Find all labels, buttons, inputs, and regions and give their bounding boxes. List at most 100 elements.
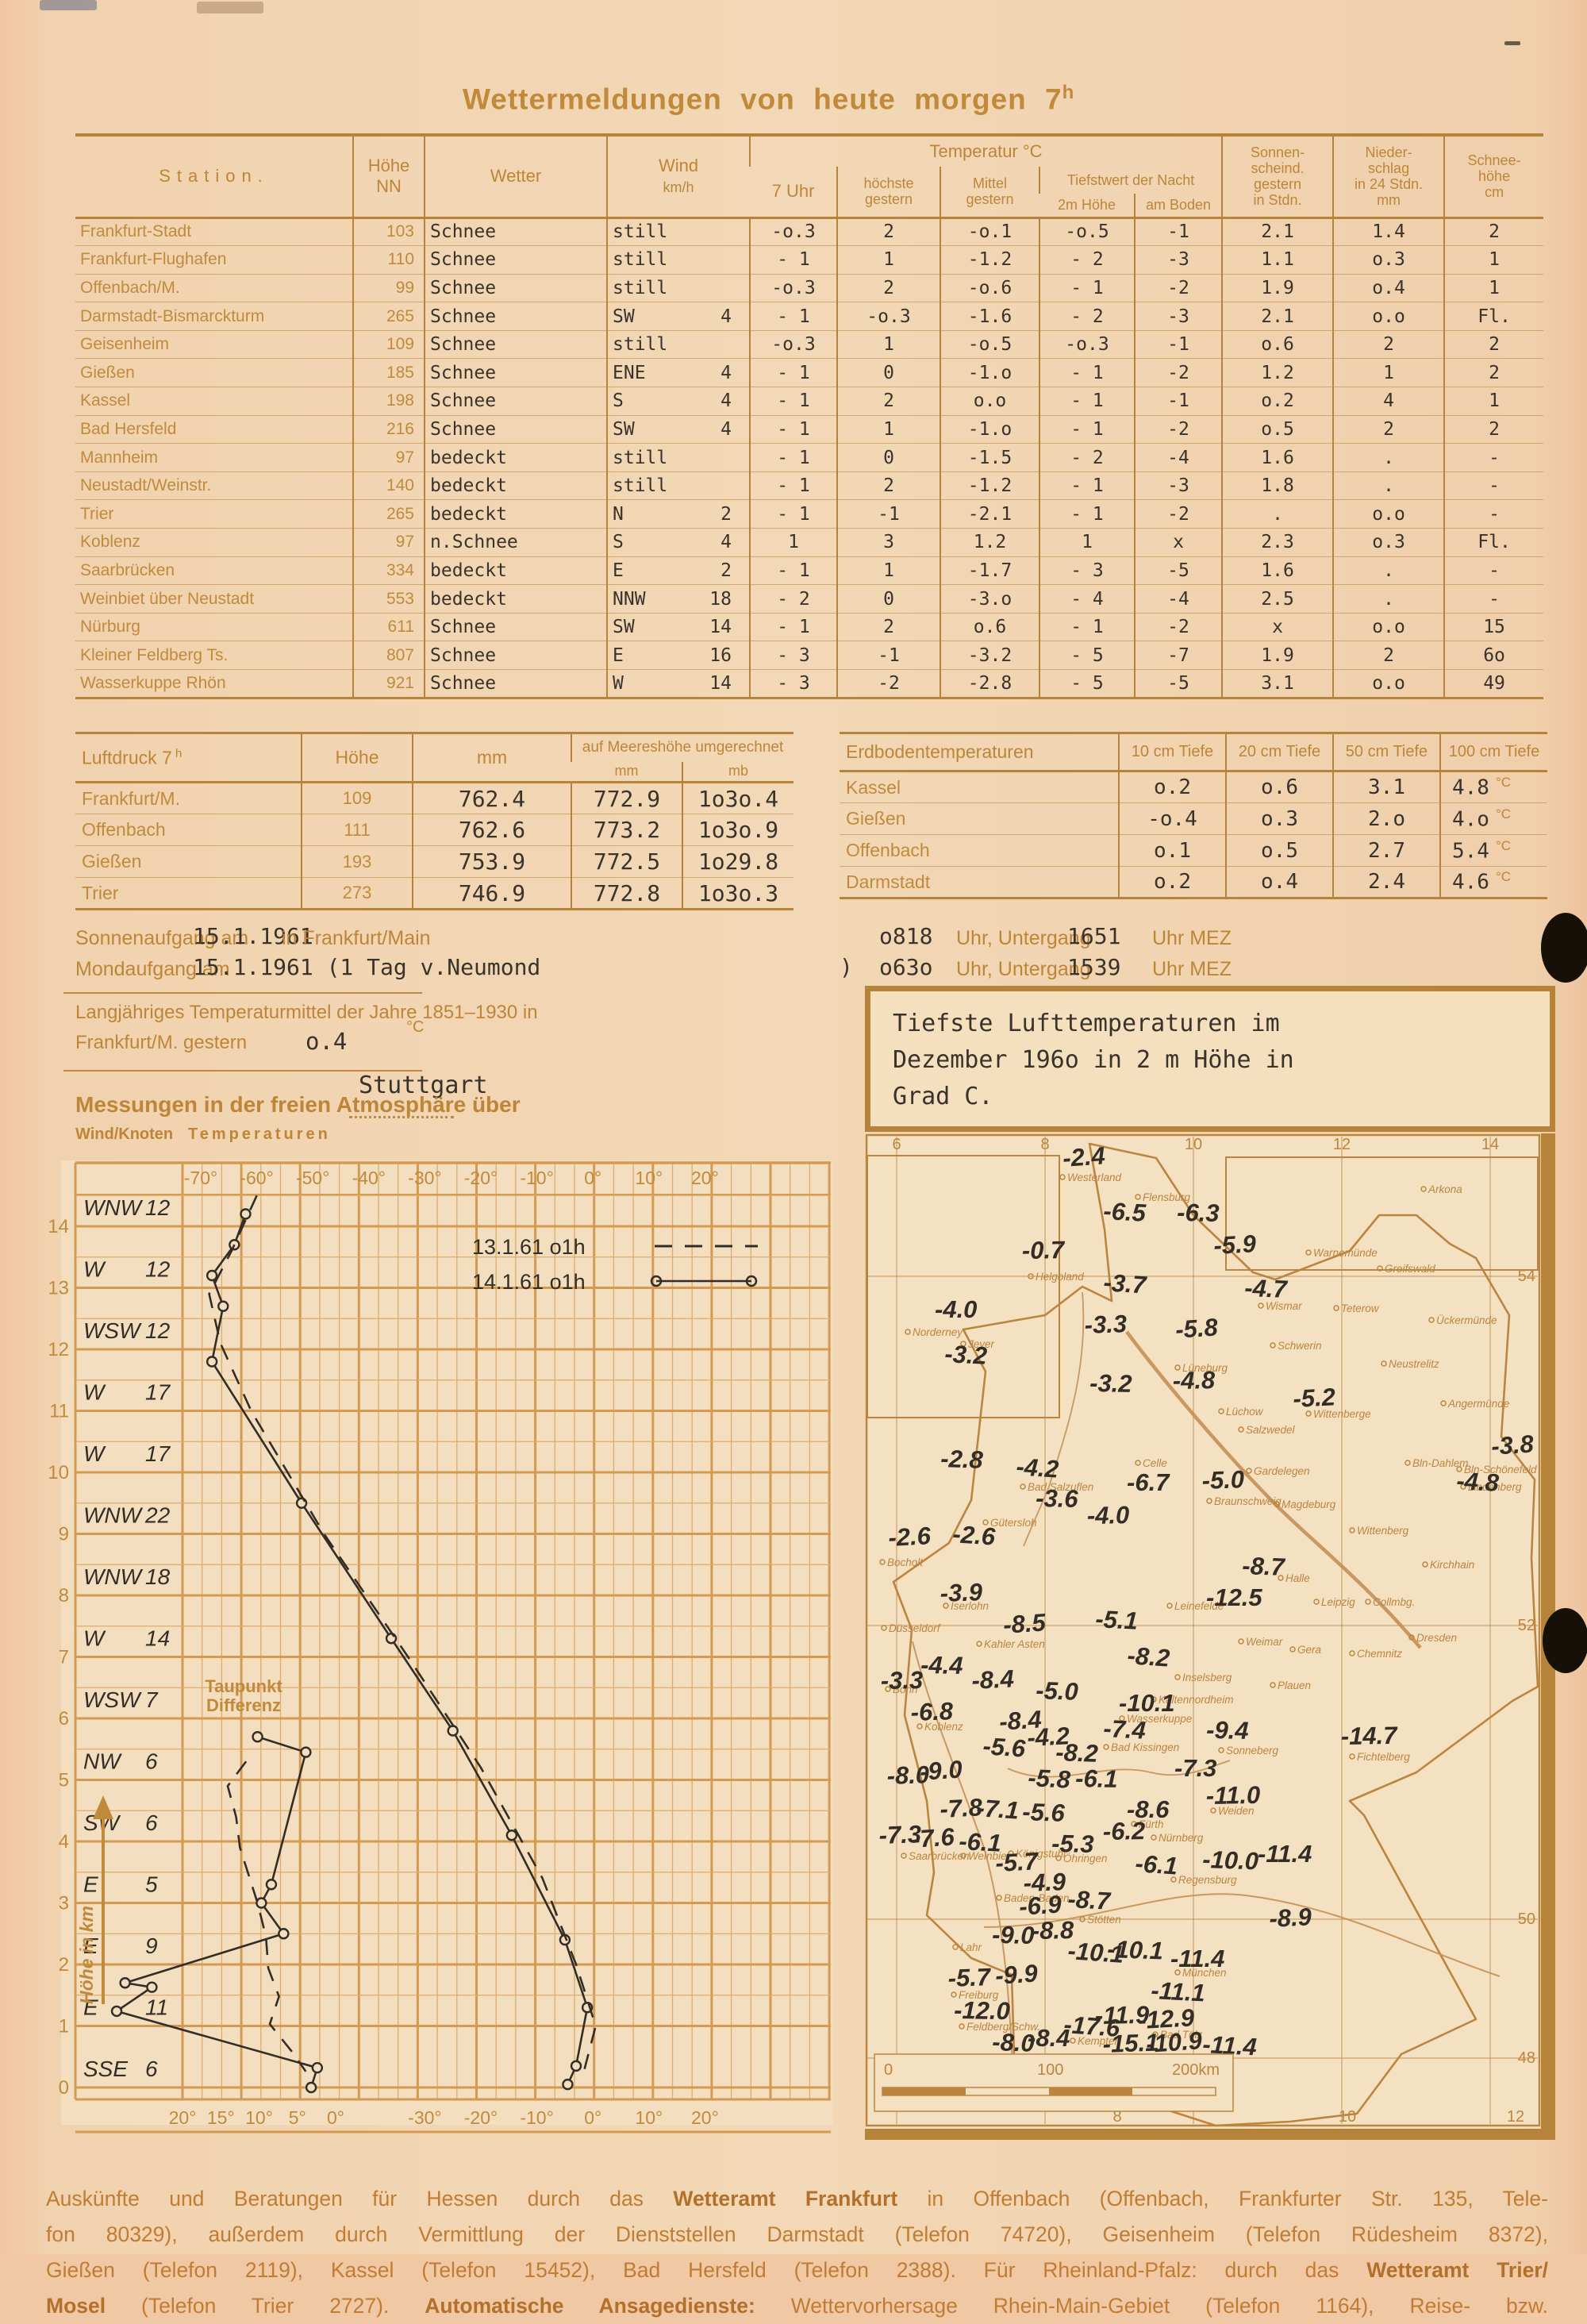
x-axis-tick-top: -70° xyxy=(184,1168,217,1188)
map-title-line: Tiefste Lufttemperaturen im xyxy=(893,1010,1280,1037)
scale-label: 100 xyxy=(1037,2061,1063,2079)
city-dot xyxy=(1028,1273,1034,1279)
x-axis-tick-top: 10° xyxy=(635,1168,663,1188)
station-elevation: 109 xyxy=(352,330,425,359)
pressure-sea-mm: 772.5 xyxy=(571,845,682,878)
scan-mark xyxy=(1504,41,1520,45)
map-temp-value: -2.4 xyxy=(1062,1141,1106,1172)
temp-value: - 1 xyxy=(749,556,837,585)
y-axis-km-label: 7 xyxy=(59,1647,69,1668)
x-axis-tick-top: -10° xyxy=(520,1168,553,1188)
map-temp-value: -11.4 xyxy=(1170,1945,1224,1972)
city-label: Feldberg/Schw. xyxy=(966,2021,1040,2033)
map-temp-value: -8.9 xyxy=(1269,1903,1313,1933)
temp-value: - 3 xyxy=(1039,556,1135,585)
temp-value: -o.3 xyxy=(836,302,940,331)
sunrise-time: o818 xyxy=(879,923,933,949)
wind-value: SW 4 xyxy=(606,302,750,331)
city-dot xyxy=(976,1641,982,1647)
city-dot xyxy=(1349,1753,1355,1760)
legend-label: 13.1.61 o1h xyxy=(472,1235,586,1259)
data-point-marker xyxy=(311,2061,324,2074)
wind-value: ENE 4 xyxy=(606,358,750,387)
station-name: Trier xyxy=(80,504,114,523)
col-header-schneehoehe: Schnee-höhe cm xyxy=(1443,135,1544,217)
station-elevation: 97 xyxy=(352,528,425,557)
scan-mark xyxy=(197,2,263,13)
moonset-label: Uhr, Untergang xyxy=(956,958,1091,980)
station-name: Kassel xyxy=(80,391,131,410)
map-temp-value: -6.7 xyxy=(1127,1468,1170,1496)
table-row: Kassel o.2 o.6 3.1 4.8 °C xyxy=(840,771,1547,803)
map-frame xyxy=(865,1133,1541,2127)
soil-temp-value: 3.1 xyxy=(1332,771,1440,803)
temp-value: 1.9 xyxy=(1221,274,1334,302)
weather-value: bedeckt xyxy=(424,499,607,529)
city-label: Magdeburg xyxy=(1282,1499,1336,1510)
wind-speed-knots: 22 xyxy=(144,1503,171,1528)
temp-value: -1 xyxy=(1133,217,1223,246)
soil-temp-value: 4.8 °C xyxy=(1439,771,1547,803)
soil-temp-value: o.6 xyxy=(1225,771,1333,803)
temp-value: 2.3 xyxy=(1221,528,1334,557)
pressure-header: Luftdruck 7 h xyxy=(82,746,183,768)
station-name: Gießen xyxy=(82,851,142,872)
city-label: Lüchow xyxy=(1226,1406,1264,1418)
sunrise-date: 15.1.1961 xyxy=(193,923,313,949)
city-dot xyxy=(1166,1603,1173,1609)
wind-direction: W xyxy=(83,1257,106,1282)
table-row: Trier 273 746.9 772.8 1o3o.3 xyxy=(75,877,794,910)
soil-temp-value: 2.7 xyxy=(1332,834,1440,867)
temp-value: - 1 xyxy=(1039,471,1135,500)
atmosphere-sounding-chart: -70° -60° -50° -40° -30° -20° -10° 0° 10° 20°1413… xyxy=(48,1160,833,2134)
city-label: Celle xyxy=(1143,1457,1167,1469)
wind-direction: SSE xyxy=(83,2057,128,2081)
temp-value: 2 xyxy=(1443,415,1544,444)
temp-value: . xyxy=(1332,584,1445,614)
col-header-wetter: Wetter xyxy=(424,135,607,217)
map-temp-value: -9.0 xyxy=(919,1755,963,1786)
wind-direction: E xyxy=(83,1872,98,1897)
city-label: Weiden xyxy=(1218,1805,1255,1817)
temp-value: - 3 xyxy=(749,669,837,698)
map-temperatures: -2.4 -6.5 -6.3 -0.7 -5.9 -3.7 -4.7 -4.0 -3.3 -5.8… xyxy=(878,1141,1535,2088)
weather-value: Schnee xyxy=(424,641,607,670)
temp-value: 1.9 xyxy=(1221,641,1334,670)
pressure-mm: 746.9 xyxy=(412,877,571,910)
temp-value: o.4 xyxy=(1332,274,1445,302)
x-axis-tick-taupunkt: 5° xyxy=(289,2107,306,2128)
city-label: Koblenz xyxy=(924,1721,963,1733)
temp-value: -5 xyxy=(1133,669,1223,698)
map-temp-value: -10.9 xyxy=(1145,2026,1204,2058)
city-label: Ückermünde xyxy=(1436,1314,1497,1326)
station-elevation: 99 xyxy=(352,274,425,302)
map-temp-value: -6.5 xyxy=(1103,1197,1147,1227)
station-elevation: 97 xyxy=(352,443,425,472)
station-name: Weinbiet über Neustadt xyxy=(80,589,255,608)
temp-value: 6o xyxy=(1443,641,1544,670)
temp-value: 2 xyxy=(836,274,940,302)
city-label: Kempten xyxy=(1078,2035,1120,2047)
city-label: Flensburg xyxy=(1143,1191,1191,1203)
map-temp-value: -9.9 xyxy=(994,1959,1039,1990)
map-temp-value: -7.8 xyxy=(940,1793,984,1823)
map-temp-value: -8.7 xyxy=(1242,1552,1286,1581)
wind-speed-knots: 6 xyxy=(145,1810,158,1835)
temp-value: 2 xyxy=(836,471,940,500)
city-dot xyxy=(1456,1466,1462,1472)
map-temp-value: -8.6 xyxy=(1127,1795,1170,1823)
temp-value: o.5 xyxy=(1221,415,1334,444)
temp-value: - 5 xyxy=(1039,641,1135,670)
soil-col-header: 10 cm Tiefe xyxy=(1118,733,1226,771)
temp-value: -1.2 xyxy=(940,471,1039,500)
city-label: Braunschweig xyxy=(1214,1495,1282,1507)
temp-value: -1.6 xyxy=(940,302,1039,331)
soil-temp-value: -o.4 xyxy=(1118,802,1226,835)
temp-value: - xyxy=(1443,584,1544,614)
temp-value: x xyxy=(1221,613,1334,641)
city-label: Bad Salzuflen xyxy=(1028,1481,1093,1493)
taupunkt-label: Taupunkt xyxy=(205,1676,282,1696)
pressure-sea-mm: 772.8 xyxy=(571,877,682,910)
